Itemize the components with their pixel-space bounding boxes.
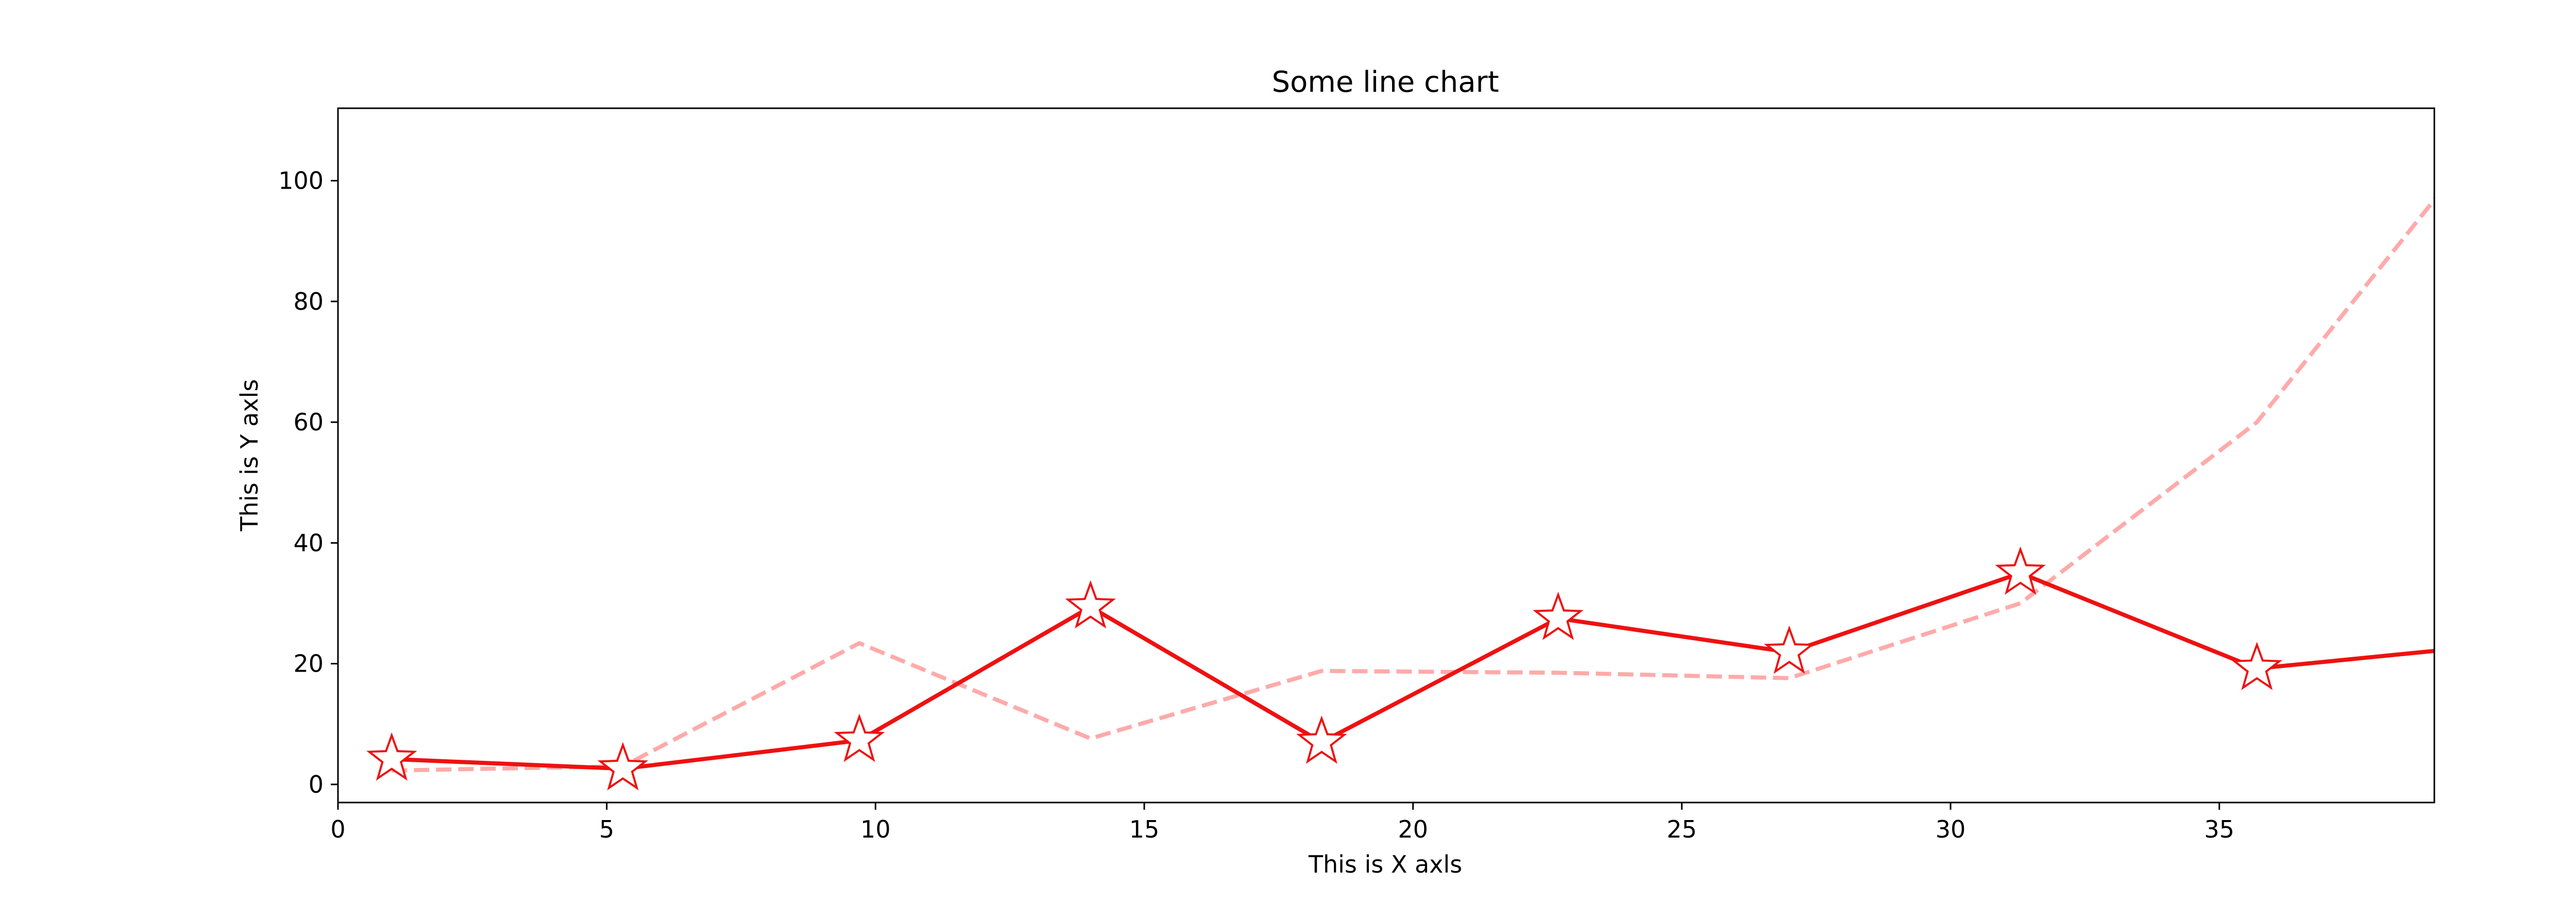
star-marker	[366, 732, 417, 781]
star-marker	[1764, 625, 1815, 674]
y-axis-ticks: 0 20 40 60 80 100	[278, 167, 338, 798]
star-marker	[1296, 715, 1347, 764]
plot-frame	[337, 107, 2435, 804]
x-tick-label: 15	[1129, 815, 1160, 843]
series-line-dashed	[392, 196, 2434, 773]
x-axis-ticks: 0 5 10 15 20 25 30 35	[330, 803, 2234, 843]
x-tick-label: 30	[1936, 815, 1966, 843]
x-tick-label: 35	[2204, 815, 2234, 843]
y-tick-label: 40	[293, 529, 324, 557]
star-marker	[2231, 642, 2282, 690]
x-axis-label: This is X axls	[1308, 850, 1462, 878]
star-marker	[1995, 546, 2046, 595]
y-tick-label: 80	[293, 288, 324, 315]
y-tick-label: 100	[278, 167, 324, 195]
star-marker	[597, 742, 649, 791]
star-marker	[1533, 591, 1584, 640]
x-tick-label: 0	[330, 815, 345, 843]
x-tick-label: 10	[860, 815, 891, 843]
x-tick-label: 20	[1398, 815, 1428, 843]
y-axis-label: This is Y axls	[235, 379, 263, 532]
series-line-solid	[392, 571, 2434, 771]
series-layer	[392, 196, 2434, 773]
chart-title: Some line chart	[1272, 65, 1499, 99]
y-tick-label: 0	[309, 771, 324, 798]
star-marker	[1065, 580, 1116, 629]
x-tick-label: 5	[599, 815, 614, 843]
y-tick-label: 60	[293, 408, 324, 436]
x-tick-label: 25	[1667, 815, 1697, 843]
marker-layer	[366, 546, 2282, 791]
y-tick-label: 20	[293, 650, 324, 678]
star-marker	[834, 713, 885, 762]
